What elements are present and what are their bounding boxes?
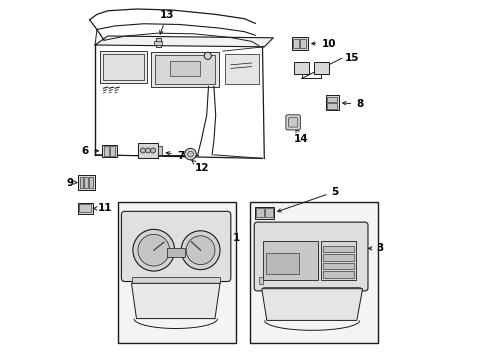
Bar [80, 177, 83, 188]
Circle shape [150, 148, 155, 153]
Bar [118, 202, 235, 343]
Bar [158, 146, 162, 155]
Bar [254, 207, 273, 219]
Text: 14: 14 [293, 129, 307, 144]
Polygon shape [261, 289, 362, 320]
Bar [78, 203, 92, 214]
Text: 11: 11 [94, 203, 112, 213]
Text: 15: 15 [345, 53, 359, 63]
Text: 5: 5 [277, 186, 338, 212]
Bar [294, 62, 309, 74]
Bar [101, 51, 147, 83]
Text: 12: 12 [192, 161, 209, 174]
Bar [292, 39, 299, 48]
Bar [322, 271, 353, 278]
Bar [264, 208, 272, 217]
Polygon shape [131, 283, 220, 319]
Bar [263, 241, 317, 280]
Bar [169, 61, 200, 76]
Bar [103, 54, 143, 80]
Text: 9: 9 [66, 177, 77, 188]
Bar [262, 287, 359, 292]
Circle shape [184, 148, 196, 160]
Bar [322, 246, 353, 252]
Bar [322, 254, 353, 261]
Bar [326, 103, 337, 109]
Circle shape [181, 231, 220, 270]
Bar [103, 146, 108, 156]
Bar [300, 39, 306, 48]
Bar [155, 55, 215, 84]
Bar [132, 277, 220, 283]
FancyBboxPatch shape [288, 118, 297, 127]
Bar [250, 202, 377, 343]
Bar [151, 52, 219, 87]
Bar [102, 145, 117, 157]
Bar [325, 95, 338, 110]
Circle shape [187, 151, 193, 157]
Text: 13: 13 [160, 10, 174, 34]
FancyBboxPatch shape [254, 222, 367, 291]
Bar [313, 62, 328, 74]
Bar [110, 146, 115, 156]
Bar [326, 97, 337, 102]
Bar [154, 41, 162, 45]
Bar [89, 177, 92, 188]
Circle shape [186, 236, 215, 265]
Bar [79, 204, 91, 212]
Text: 8: 8 [342, 99, 363, 109]
Text: 1: 1 [227, 233, 240, 243]
Polygon shape [95, 36, 273, 47]
Bar [156, 38, 161, 47]
Bar [322, 263, 353, 269]
Text: 3: 3 [368, 243, 383, 253]
Text: 6: 6 [81, 146, 98, 156]
Text: 2: 2 [131, 264, 142, 298]
FancyBboxPatch shape [285, 115, 300, 130]
Bar [167, 248, 185, 257]
Bar [84, 177, 88, 188]
Text: 7: 7 [166, 150, 184, 161]
Text: 10: 10 [321, 39, 335, 49]
Bar [265, 253, 299, 274]
Text: 4: 4 [267, 262, 277, 300]
Circle shape [133, 229, 174, 271]
Circle shape [140, 148, 145, 153]
Bar [138, 143, 158, 158]
Bar [78, 175, 95, 190]
Bar [258, 277, 263, 284]
Circle shape [145, 148, 150, 153]
FancyBboxPatch shape [121, 211, 230, 282]
Bar [320, 241, 355, 280]
Bar [291, 37, 307, 50]
Bar [255, 208, 263, 217]
Bar [224, 54, 258, 84]
Circle shape [138, 234, 169, 266]
Circle shape [204, 52, 211, 59]
